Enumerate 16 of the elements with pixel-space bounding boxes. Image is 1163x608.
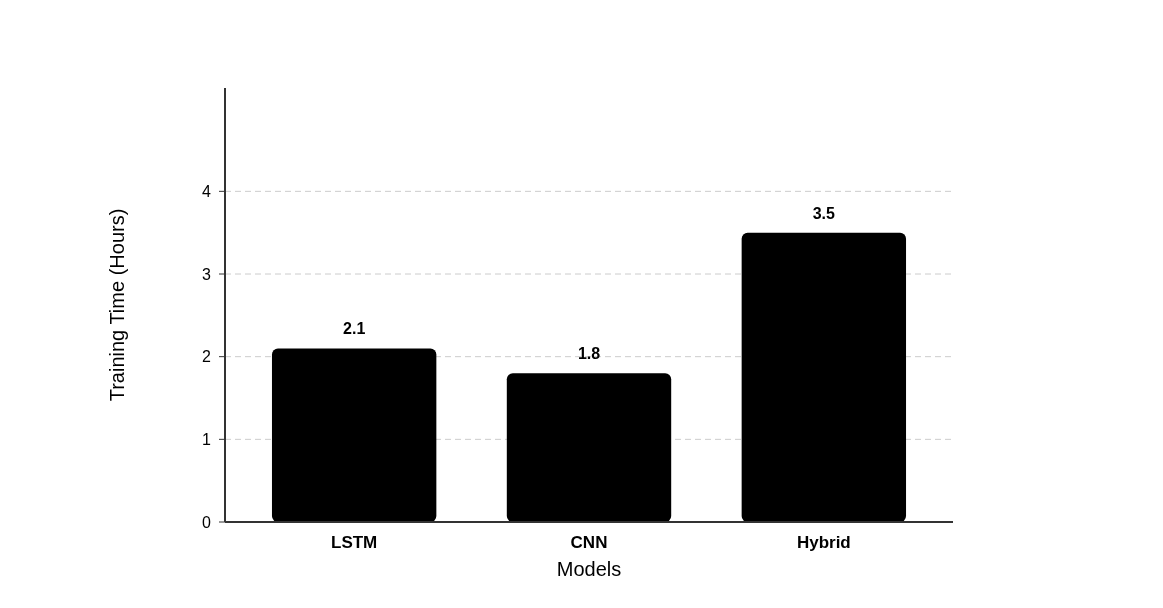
x-tick-label: LSTM	[331, 533, 378, 552]
bar	[271, 348, 437, 522]
y-tick-label: 3	[202, 265, 212, 283]
x-tick-label: Hybrid	[796, 533, 851, 552]
data-label: 3.5	[812, 204, 836, 222]
y-tick-label: 2	[202, 348, 212, 366]
y-tick-label: 4	[202, 182, 212, 200]
y-tick-label: 1	[202, 430, 212, 448]
x-axis-title: Models	[556, 558, 622, 580]
bar	[506, 373, 672, 522]
data-label: 2.1	[343, 320, 366, 338]
y-axis-title: Training Time (Hours)	[106, 208, 128, 402]
data-label: 1.8	[577, 345, 601, 363]
y-tick-label: 0	[202, 513, 212, 531]
x-tick-label: CNN	[570, 533, 608, 552]
bar	[741, 232, 907, 522]
